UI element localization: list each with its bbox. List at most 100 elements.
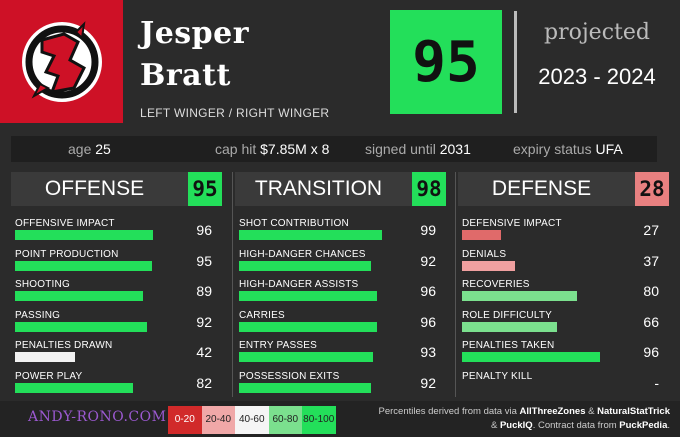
site-link[interactable]: ANDY-RONO.COM <box>28 409 167 425</box>
metric-row: POINT PRODUCTION 95 <box>15 249 222 279</box>
metric-row: DENIALS 37 <box>462 249 669 279</box>
metric-label: SHOT CONTRIBUTION <box>239 218 349 229</box>
metric-label: PENALTIES TAKEN <box>462 340 555 351</box>
credit-text: & <box>585 406 598 417</box>
metric-row: ENTRY PASSES 93 <box>239 340 446 370</box>
season-label: 2023 - 2024 <box>538 64 656 89</box>
credit-source: AllThreeZones <box>519 406 586 417</box>
metric-row: OFFENSIVE IMPACT 96 <box>15 218 222 248</box>
metric-row: CARRIES 96 <box>239 310 446 340</box>
metric-label: DEFENSIVE IMPACT <box>462 218 562 229</box>
credit-text: & <box>490 420 500 431</box>
metric-bar <box>239 260 371 271</box>
panel-divider <box>232 172 233 397</box>
metric-bar <box>462 260 515 271</box>
panel-divider <box>455 172 456 397</box>
metric-bar <box>462 291 577 301</box>
metric-row: POWER PLAY 82 <box>15 371 222 401</box>
metric-row: DEFENSIVE IMPACT 27 <box>462 218 669 248</box>
player-last-name: Bratt <box>140 58 231 93</box>
metric-label: SHOOTING <box>15 279 70 290</box>
metric-row: ROLE DIFFICULTY 66 <box>462 310 669 340</box>
metric-value: 27 <box>643 222 659 238</box>
metric-bar <box>239 230 382 240</box>
panel-title: OFFENSE <box>44 177 145 200</box>
metric-label: DENIALS <box>462 248 507 260</box>
metric-value: 92 <box>420 252 436 269</box>
legend-swatch: 80-100 <box>302 406 336 434</box>
metric-row: HIGH-DANGER ASSISTS 96 <box>239 279 446 309</box>
metric-value: 92 <box>420 374 436 391</box>
expiry-status-info: expiry status UFA <box>513 141 623 157</box>
metric-value: 80 <box>643 283 659 299</box>
metric-value: 96 <box>420 313 436 330</box>
metric-value: 96 <box>420 283 436 299</box>
team-logo <box>0 0 123 123</box>
cap-hit-value: $7.85M x 8 <box>260 141 330 157</box>
metric-value: 42 <box>196 344 212 360</box>
credit-source: PuckIQ <box>499 420 533 431</box>
expiry-status-label: expiry status <box>513 141 592 157</box>
info-bar: age 25 cap hit $7.85M x 8 signed until 2… <box>11 136 657 162</box>
metric-bar <box>15 230 153 240</box>
metric-row: PENALTIES TAKEN 96 <box>462 340 669 370</box>
metric-row: SHOOTING 89 <box>15 279 222 309</box>
legend-swatch: 0-20 <box>168 406 202 434</box>
metric-row: PENALTY KILL - <box>462 371 669 401</box>
expiry-status-value: UFA <box>595 141 623 157</box>
metric-value: 95 <box>196 252 212 269</box>
signed-until-label: signed until <box>365 141 436 157</box>
player-first-name: Jesper <box>140 16 250 51</box>
age-info: age 25 <box>68 141 111 157</box>
metric-label: HIGH-DANGER CHANCES <box>239 248 366 260</box>
signed-until-value: 2031 <box>439 141 471 157</box>
metric-bar <box>239 291 377 301</box>
metric-value: 96 <box>643 344 659 360</box>
panel-title: DEFENSE <box>491 177 592 200</box>
metric-row: SHOT CONTRIBUTION 99 <box>239 218 446 248</box>
panel-score: 28 <box>635 172 669 206</box>
metric-row: RECOVERIES 80 <box>462 279 669 309</box>
metric-bar <box>462 352 600 362</box>
metric-bar <box>15 260 152 271</box>
projected-label: projected <box>544 20 650 45</box>
overall-rating: 95 <box>390 10 502 114</box>
metric-bar <box>15 321 147 332</box>
metric-bar <box>15 352 75 362</box>
metric-label: POSSESSION EXITS <box>239 370 340 382</box>
metric-label: OFFENSIVE IMPACT <box>15 218 115 229</box>
cap-hit-info: cap hit $7.85M x 8 <box>215 141 329 157</box>
defense-panel: DEFENSE 28 DEFENSIVE IMPACT 27 DENIALS 37 RECO… <box>458 172 669 397</box>
panel-header: DEFENSE 28 <box>458 172 669 206</box>
metric-value: 96 <box>196 222 212 238</box>
metric-label: ENTRY PASSES <box>239 340 317 351</box>
metric-row: HIGH-DANGER CHANCES 92 <box>239 249 446 279</box>
panel-title: TRANSITION <box>254 177 383 200</box>
credit-source: NaturalStatTrick <box>597 406 670 417</box>
metric-bar <box>239 382 371 393</box>
age-value: 25 <box>95 141 111 157</box>
credit-text: . Contract data from <box>532 420 620 431</box>
legend-swatch: 20-40 <box>201 406 235 434</box>
player-position: LEFT WINGER / RIGHT WINGER <box>140 106 330 120</box>
metric-label: PASSING <box>15 309 61 321</box>
data-credit: Percentiles derived from data via AllThr… <box>350 405 670 433</box>
offense-panel: OFFENSE 95 OFFENSIVE IMPACT 96 POINT PRODUCT… <box>11 172 222 397</box>
panel-score: 98 <box>412 172 446 206</box>
metric-label: PENALTY KILL <box>462 370 533 382</box>
credit-source: PuckPedia <box>619 420 668 431</box>
credit-text: . <box>667 420 670 431</box>
metric-value: 92 <box>196 313 212 330</box>
metric-value: 82 <box>196 374 212 391</box>
signed-until-info: signed until 2031 <box>365 141 471 157</box>
metric-bar <box>15 382 133 393</box>
cap-hit-label: cap hit <box>215 141 257 157</box>
panel-header: TRANSITION 98 <box>235 172 446 206</box>
panel-header: OFFENSE 95 <box>11 172 222 206</box>
metric-value: 89 <box>196 283 212 299</box>
metric-row: PENALTIES DRAWN 42 <box>15 340 222 370</box>
metric-row: POSSESSION EXITS 92 <box>239 371 446 401</box>
metric-value: - <box>654 374 659 391</box>
panel-score: 95 <box>188 172 222 206</box>
metric-label: ROLE DIFFICULTY <box>462 309 553 321</box>
